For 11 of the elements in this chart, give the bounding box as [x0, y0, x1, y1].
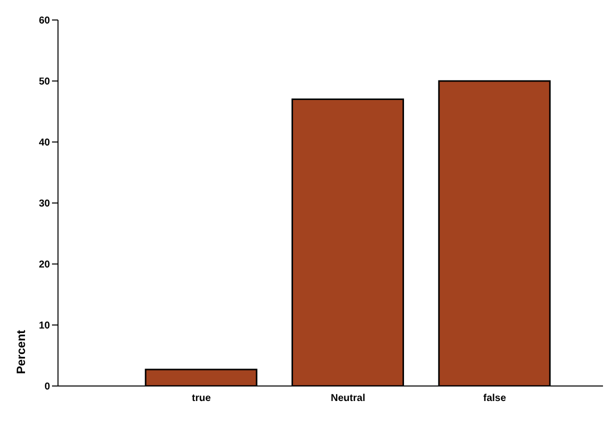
y-tick-label: 10 [38, 320, 50, 332]
y-tick-label: 30 [38, 198, 50, 210]
y-tick-label: 0 [44, 382, 50, 393]
x-tick-label: false [483, 393, 506, 404]
x-tick-label: true [192, 393, 212, 404]
y-tick-label: 50 [38, 76, 50, 88]
y-tick-label: 60 [38, 16, 50, 27]
y-tick-label: 40 [38, 138, 50, 149]
x-tick-label: Neutral [330, 393, 366, 404]
y-tick-label: 20 [38, 260, 50, 271]
y-axis-title: Percent [14, 330, 28, 374]
